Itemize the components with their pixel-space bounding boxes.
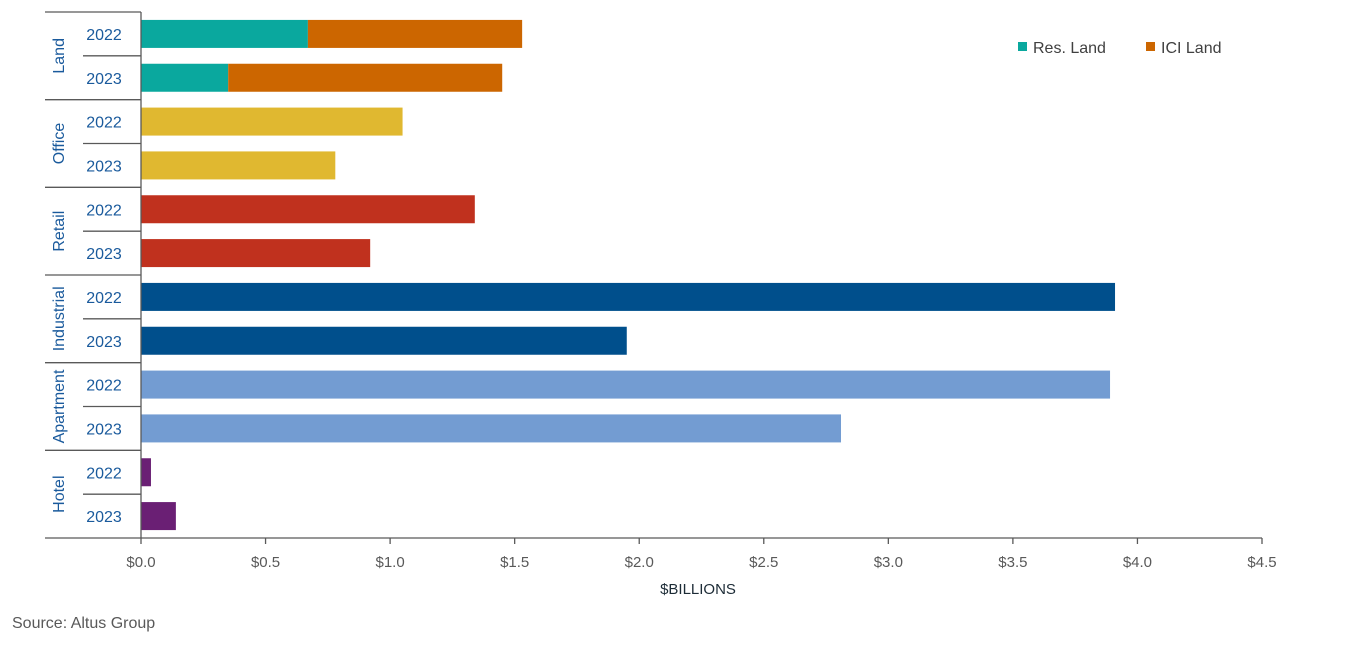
bar-land-2022-res-land	[141, 19, 308, 48]
year-label: 2022	[86, 27, 122, 44]
year-label: 2023	[86, 334, 122, 351]
year-label: 2022	[86, 290, 122, 307]
legend-swatch	[1146, 42, 1155, 51]
year-label: 2023	[86, 71, 122, 88]
group-label-land: Land	[51, 38, 68, 74]
legend: Res. Land ICI Land	[1018, 40, 1221, 57]
x-tick-label: $2.5	[749, 554, 778, 571]
x-axis: $0.0 $0.5 $1.0 $1.5 $2.0 $2.5 $3.0 $3.5 $4.0 $4.5	[45, 11, 1277, 571]
year-label: 2022	[86, 465, 122, 482]
bar-apartment-2022	[141, 370, 1111, 399]
x-tick-label: $4.0	[1123, 554, 1152, 571]
x-tick-label: $4.5	[1247, 554, 1276, 571]
year-label: 2022	[86, 378, 122, 395]
year-label: 2023	[86, 246, 122, 263]
x-tick-label: $0.5	[251, 554, 280, 571]
x-tick-label: $2.0	[625, 554, 654, 571]
group-label-industrial: Industrial	[51, 286, 68, 351]
x-tick-label: $3.5	[998, 554, 1027, 571]
x-axis-label: $BILLIONS	[660, 581, 736, 598]
group-label-retail: Retail	[51, 211, 68, 252]
year-label: 2022	[86, 115, 122, 132]
bar-hotel-2023	[141, 502, 176, 531]
source-note: Source: Altus Group	[12, 615, 155, 632]
year-label: 2022	[86, 202, 122, 219]
x-tick-label: $3.0	[874, 554, 903, 571]
category-labels: 2022 2023 Land 2022 2023 Office 2022 2023 Retail…	[51, 27, 122, 526]
bar-land-2022-ici-land	[307, 19, 523, 48]
bar-hotel-2022	[141, 458, 151, 487]
legend-label: ICI Land	[1161, 40, 1221, 57]
bar-land-2023-res-land	[141, 63, 229, 92]
bars	[141, 19, 1116, 531]
year-label: 2023	[86, 509, 122, 526]
x-tick-label: $0.0	[126, 554, 155, 571]
bar-industrial-2023	[141, 326, 627, 355]
bar-land-2023-ici-land	[228, 63, 503, 92]
bar-retail-2023	[141, 239, 371, 268]
group-label-office: Office	[51, 123, 68, 165]
x-tick-label: $1.0	[376, 554, 405, 571]
x-tick-label: $1.5	[500, 554, 529, 571]
bar-apartment-2023	[141, 414, 842, 443]
year-label: 2023	[86, 158, 122, 175]
bar-office-2023	[141, 151, 336, 180]
bar-industrial-2022	[141, 282, 1116, 311]
legend-swatch	[1018, 42, 1027, 51]
bar-retail-2022	[141, 195, 475, 224]
legend-label: Res. Land	[1033, 40, 1106, 57]
bar-office-2022	[141, 107, 403, 136]
group-label-apartment: Apartment	[51, 369, 68, 443]
year-label: 2023	[86, 421, 122, 438]
group-label-hotel: Hotel	[51, 475, 68, 512]
